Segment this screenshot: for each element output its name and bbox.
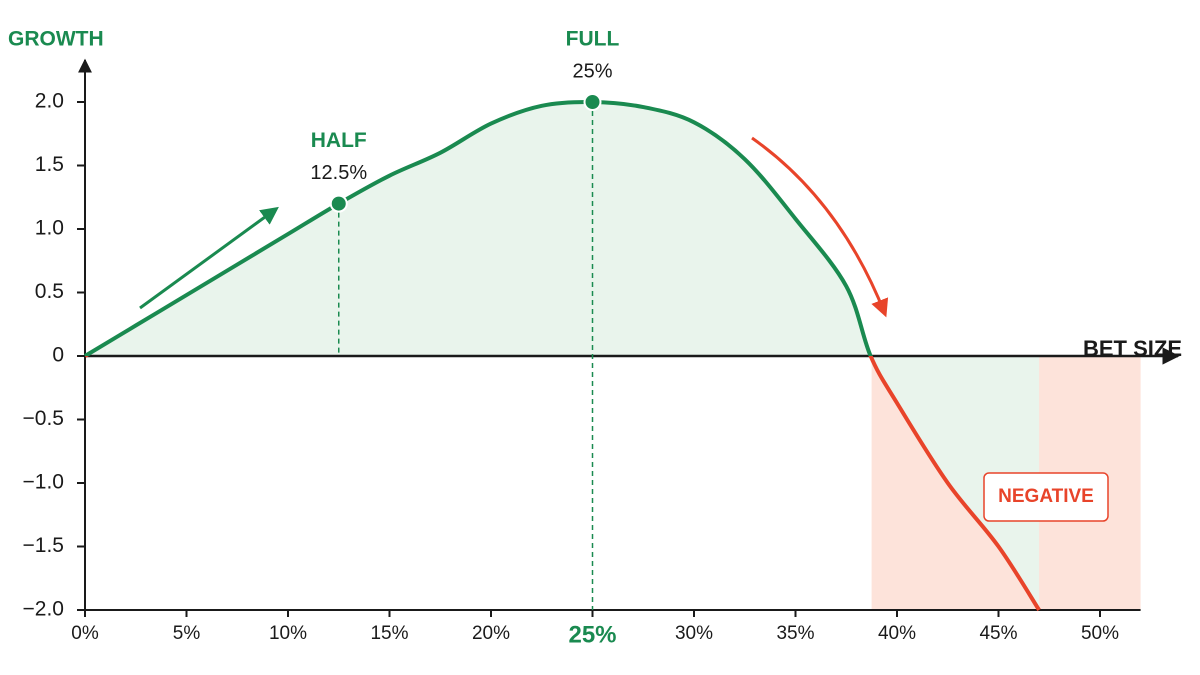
trend-arrow: [139, 206, 279, 310]
y-tick-label: −2.0: [23, 598, 64, 621]
y-tick-label: 1.0: [35, 217, 64, 240]
y-tick-label: 0.5: [35, 280, 64, 303]
x-tick-label: 45%: [979, 623, 1017, 644]
marker-label: HALF: [311, 129, 367, 152]
marker-point: [583, 93, 602, 111]
x-tick-label: 25%: [568, 621, 616, 648]
y-axis-label: GROWTH: [8, 28, 104, 51]
y-tick-label: 0: [52, 344, 64, 367]
marker-label: FULL: [566, 28, 620, 51]
y-tick-label: 1.5: [35, 153, 64, 176]
marker-value-label: 25%: [572, 60, 612, 82]
x-tick-label: 10%: [269, 623, 307, 644]
x-tick-label: 15%: [370, 623, 408, 644]
x-tick-label: 0%: [71, 623, 99, 644]
y-tick-label: −0.5: [23, 407, 64, 430]
negative-label: NEGATIVE: [998, 486, 1094, 507]
x-tick-label: 35%: [776, 623, 814, 644]
marker-value-label: 12.5%: [310, 162, 367, 184]
trend-arrow: [751, 136, 889, 318]
x-tick-label: 40%: [878, 623, 916, 644]
y-tick-label: 2.0: [35, 90, 64, 113]
x-tick-label: 50%: [1081, 623, 1119, 644]
area-mask: [85, 356, 872, 611]
negative-box: [983, 472, 1109, 522]
y-tick-label: −1.0: [23, 471, 64, 494]
x-tick-label: 20%: [472, 623, 510, 644]
marker-point: [329, 194, 348, 213]
x-tick-label: 5%: [173, 623, 201, 644]
growth-line: [83, 99, 1041, 612]
y-tick-label: −1.5: [23, 534, 64, 557]
x-tick-label: 30%: [675, 623, 713, 644]
